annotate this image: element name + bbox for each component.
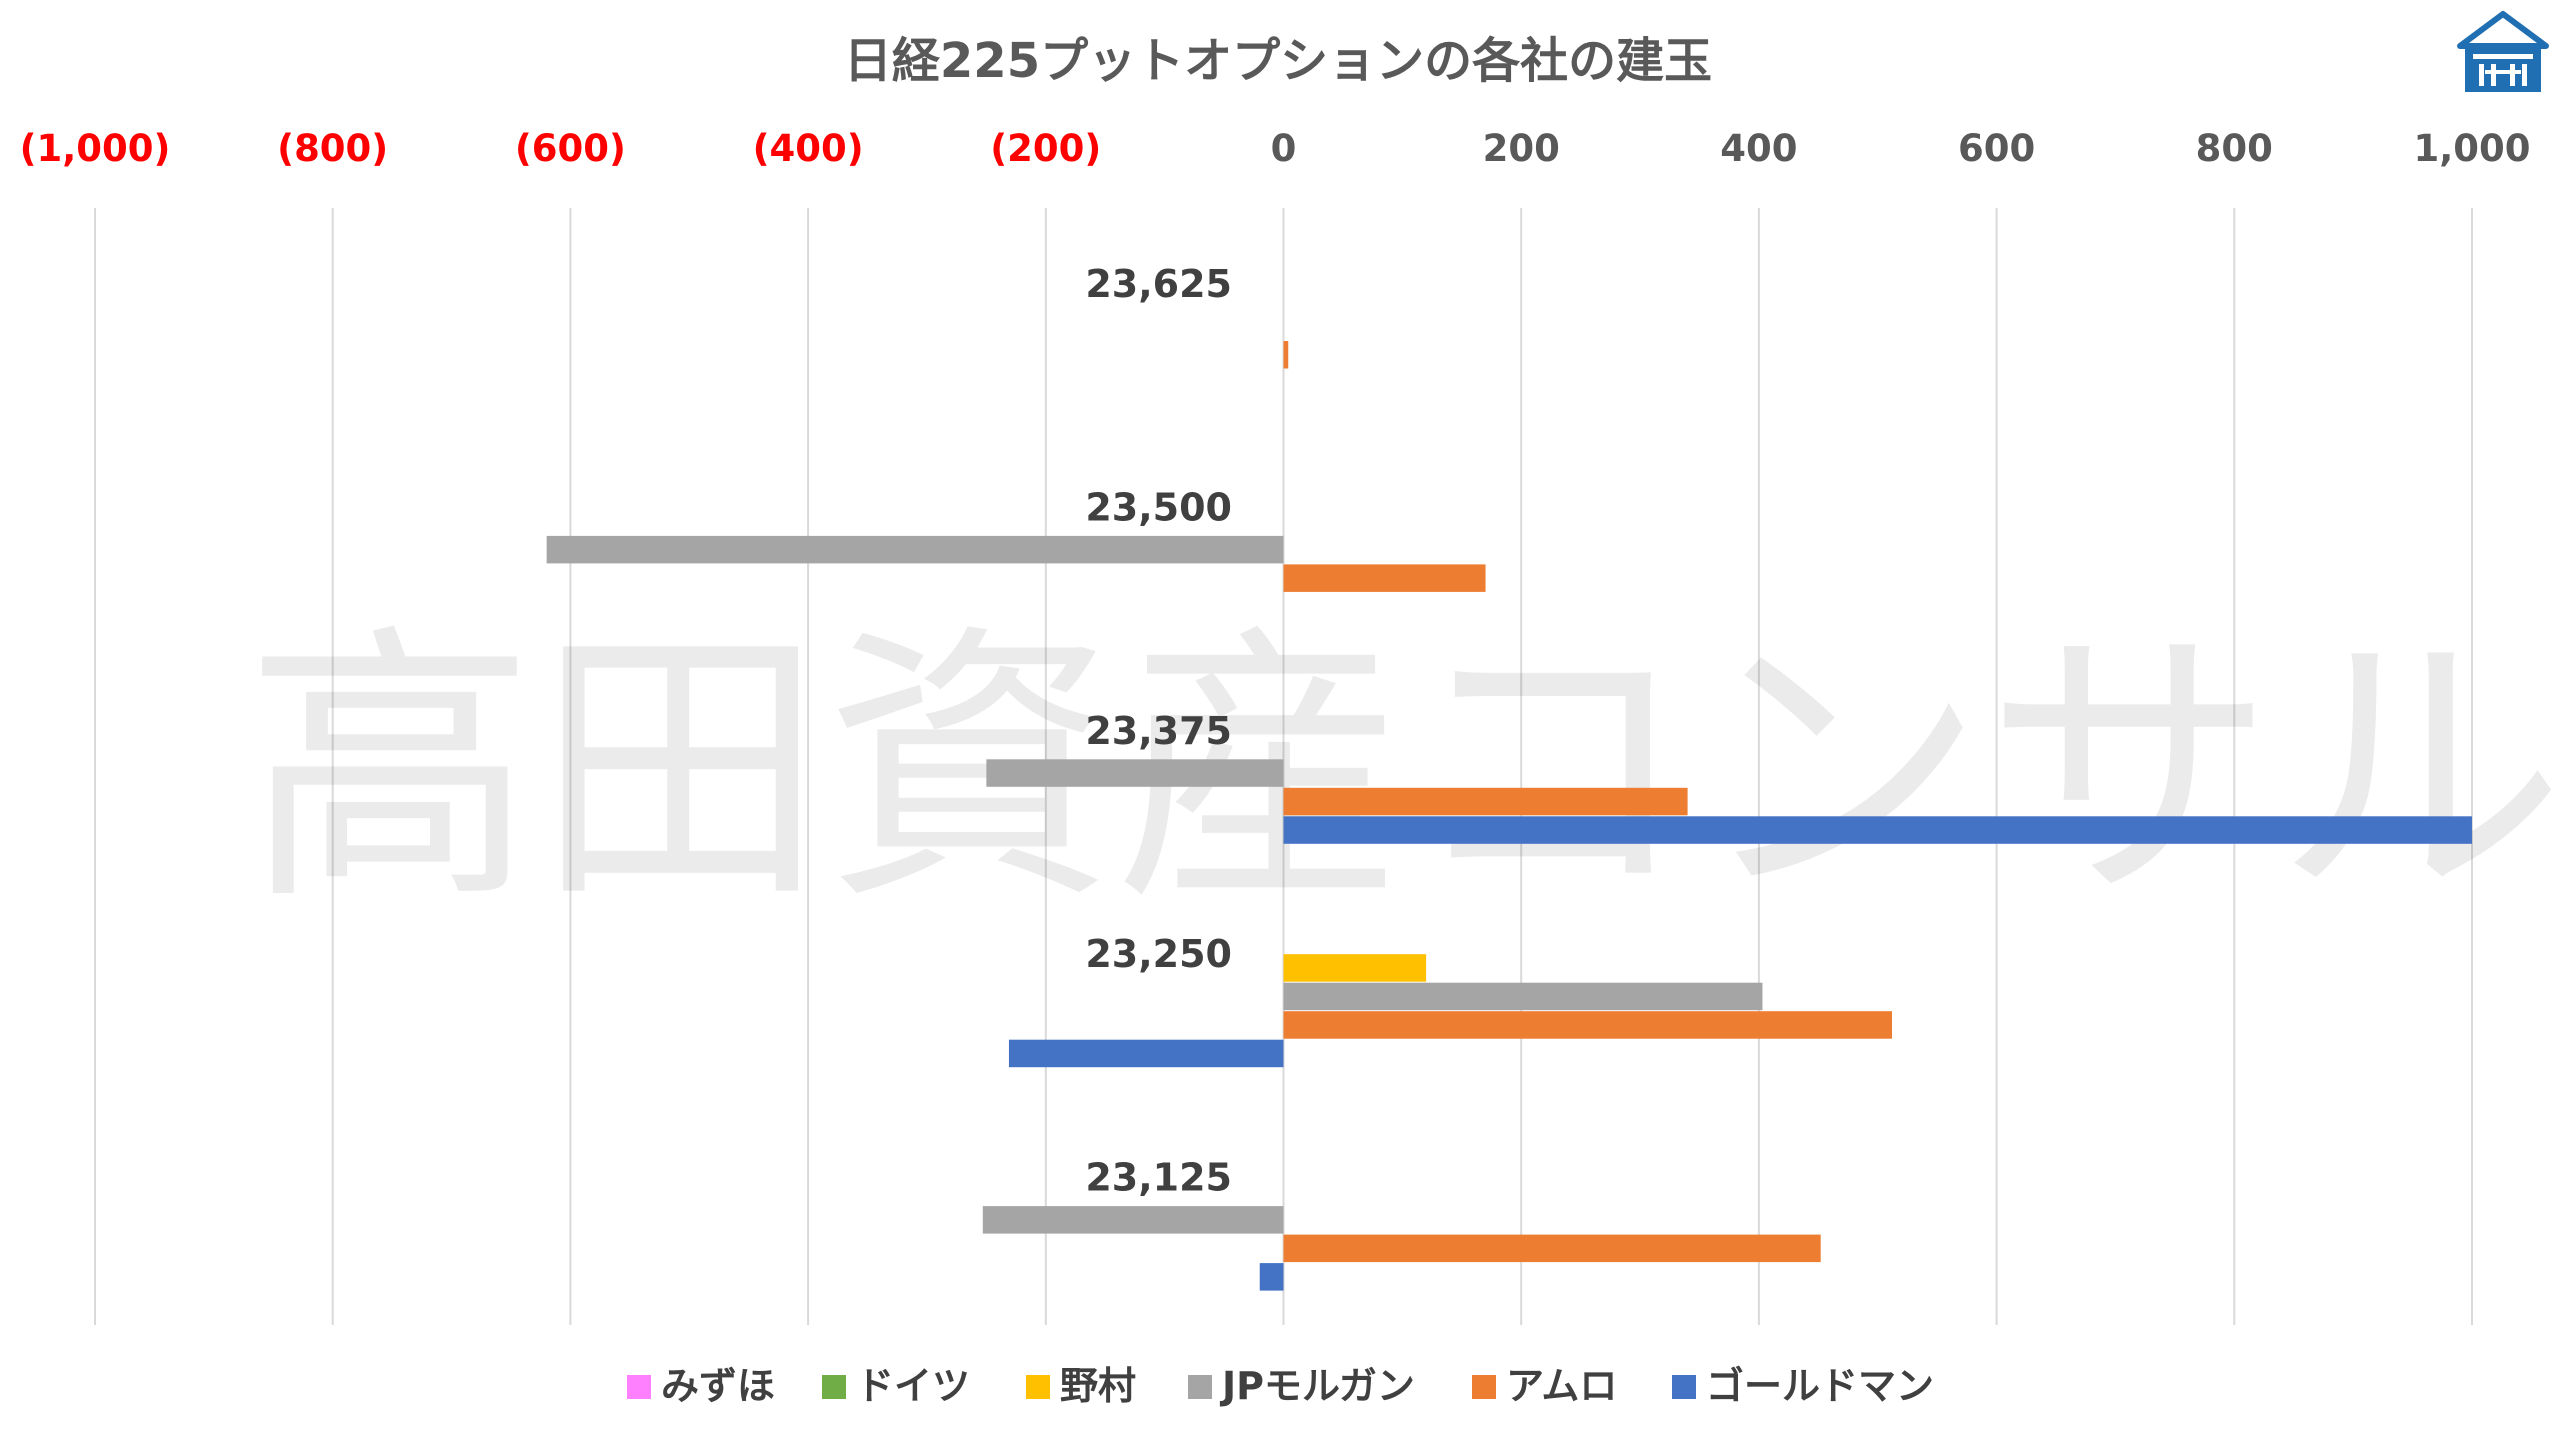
bar-アムロ-23,125 — [1283, 1234, 1821, 1263]
bar-アムロ-23,250 — [1283, 1011, 1893, 1039]
chart-title: 日経225プットオプションの各社の建玉 — [844, 33, 1712, 89]
legend-label: みずほ — [661, 1364, 775, 1408]
category-label: 23,375 — [1085, 709, 1232, 753]
legend-label: ドイツ — [856, 1364, 970, 1408]
pavilion-logo-icon — [2457, 11, 2549, 92]
x-tick-label: (200) — [990, 127, 1101, 170]
x-axis-tick-labels: (1,000) (800) (600) (400) (200) 0 200 400 600 800… — [20, 127, 2531, 170]
x-tick-label: 600 — [1958, 127, 2035, 170]
legend-label: アムロ — [1506, 1364, 1617, 1408]
bar-アムロ-23,500 — [1283, 564, 1486, 592]
x-tick-label: (1,000) — [20, 127, 171, 170]
bar-ゴールドマン-23,250 — [1008, 1039, 1284, 1068]
legend-swatch — [1026, 1375, 1050, 1399]
watermark: 高田資産コンサル — [245, 602, 2557, 939]
bar-ゴールドマン-23,125 — [1259, 1263, 1284, 1291]
x-tick-label: (800) — [277, 127, 388, 170]
category-labels: 23,625 23,500 23,375 23,250 23,125 — [1085, 262, 1232, 1200]
bar-アムロ-23,375 — [1283, 787, 1688, 816]
legend-swatch — [1472, 1375, 1496, 1399]
legend-swatch — [822, 1375, 846, 1399]
legend-swatch — [1672, 1375, 1696, 1399]
bar-JPモルガン-23,125 — [982, 1206, 1284, 1234]
x-tick-label: 1,000 — [2413, 127, 2530, 170]
legend-label: ゴールドマン — [1706, 1364, 1934, 1408]
legend-label: JPモルガン — [1219, 1364, 1415, 1408]
category-label: 23,250 — [1085, 932, 1232, 976]
x-tick-label: 800 — [2196, 127, 2273, 170]
x-tick-label: (600) — [515, 127, 626, 170]
bar-ゴールドマン-23,375 — [1283, 816, 2472, 844]
legend-swatch — [627, 1375, 651, 1399]
bars — [546, 341, 2472, 1291]
legend: みずほ ドイツ 野村 JPモルガン アムロ ゴールドマン — [627, 1364, 1934, 1408]
legend-label: 野村 — [1060, 1364, 1136, 1408]
bar-JPモルガン-23,250 — [1283, 982, 1763, 1011]
bar-アムロ-23,625 — [1283, 341, 1289, 369]
x-tick-label: (400) — [753, 127, 864, 170]
x-tick-label: 0 — [1271, 127, 1297, 170]
x-tick-label: 400 — [1720, 127, 1797, 170]
bar-JPモルガン-23,500 — [546, 535, 1284, 564]
x-tick-label: 200 — [1483, 127, 1560, 170]
category-label: 23,125 — [1085, 1156, 1232, 1200]
legend-swatch — [1188, 1375, 1212, 1399]
bar-野村-23,250 — [1283, 954, 1427, 982]
bar-JPモルガン-23,375 — [986, 759, 1284, 787]
category-label: 23,500 — [1085, 485, 1232, 529]
category-label: 23,625 — [1085, 262, 1232, 306]
